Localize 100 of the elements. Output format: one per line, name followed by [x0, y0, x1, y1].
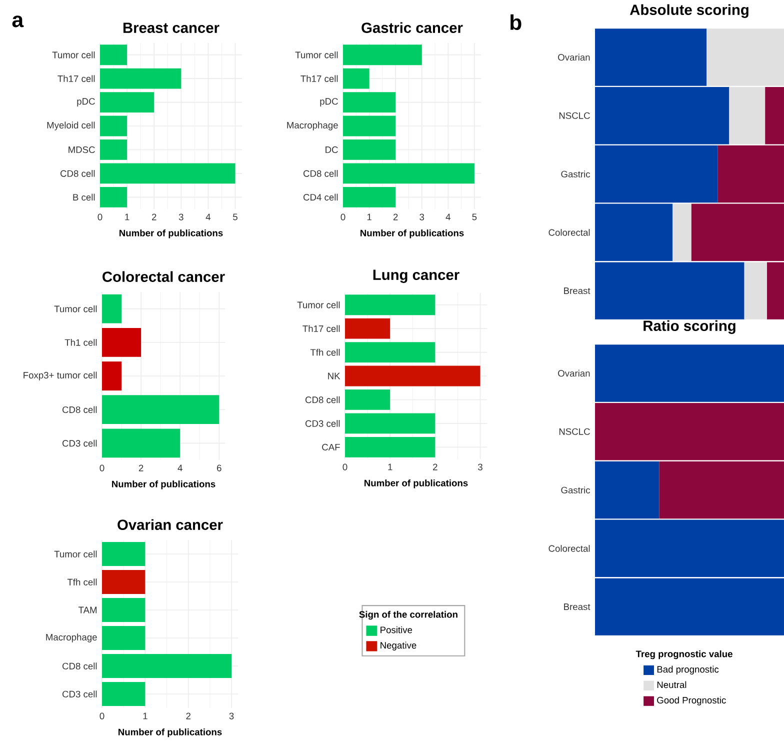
y-tick-label: Tumor cell [54, 305, 97, 312]
x-tick-label: 4 [446, 214, 450, 220]
y-tick-label: Foxp3+ tumor cell [24, 372, 97, 380]
chart-title: Colorectal cancer [102, 271, 225, 282]
y-tick-label: Th17 cell [58, 75, 95, 82]
y-tick-label: Breast [564, 288, 590, 294]
bar [345, 390, 390, 410]
y-tick-label: CD8 cell [62, 662, 97, 670]
y-tick-label: pDC [320, 98, 338, 107]
bar [100, 116, 128, 136]
x-tick-label: 6 [217, 464, 222, 472]
y-tick-label: Macrophage [46, 634, 97, 642]
bar [672, 204, 692, 262]
bar [343, 140, 396, 160]
y-tick-label: Ovarian [558, 54, 590, 61]
y-tick-label: CD8 cell [304, 170, 338, 177]
y-tick-label: Macrophage [287, 122, 338, 130]
bar [345, 413, 436, 434]
bar [343, 163, 474, 184]
x-tick-label: 1 [125, 214, 130, 220]
x-tick-label: 3 [178, 214, 184, 220]
text: b [510, 14, 522, 30]
x-tick-label: 3 [420, 214, 424, 220]
x-tick-label: 0 [98, 214, 102, 220]
x-tick-label: 2 [393, 214, 398, 220]
bar [343, 116, 396, 136]
legend-title: Sign of the correlation [359, 610, 458, 620]
y-tick-label: pDC [77, 98, 95, 107]
x-tick-label: 3 [478, 464, 482, 470]
bar [343, 68, 370, 89]
legend-label: Bad prognostic [657, 666, 719, 675]
bar [102, 362, 122, 390]
chart-title: Absolute scoring [630, 4, 748, 18]
bar [744, 262, 767, 320]
bar [343, 186, 396, 208]
y-tick-label: CD3 cell [62, 440, 97, 447]
bar [345, 366, 480, 386]
bar [100, 92, 154, 112]
y-tick-label: Tumor cell [297, 301, 340, 308]
y-tick-label: CD8 cell [62, 406, 97, 414]
legend-label: Negative [380, 642, 416, 650]
y-tick-label: DC [326, 146, 338, 154]
y-tick-label: CD4 cell [304, 194, 338, 201]
y-tick-label: Th17 cell [300, 75, 338, 82]
y-tick-label: Gastric [561, 486, 590, 494]
x-axis-title: Number of publications [112, 480, 216, 490]
y-tick-label: Th17 cell [302, 325, 340, 332]
x-tick-label: 2 [138, 464, 144, 472]
y-tick-label: B cell [73, 194, 95, 201]
x-tick-label: 0 [100, 464, 104, 472]
chart-title: Lung cancer [373, 270, 460, 283]
x-tick-label: 3 [229, 712, 234, 720]
y-tick-label: TAM [78, 606, 97, 614]
y-tick-label: NSCLC [559, 428, 590, 435]
bar [102, 428, 180, 458]
chart-title: Ovarian cancer [118, 519, 223, 530]
y-tick-label: Th1 cell [64, 338, 97, 346]
y-tick-label: CD3 cell [62, 690, 97, 698]
bar [343, 44, 422, 66]
x-tick-label: 0 [340, 214, 346, 220]
legend-label: Positive [380, 626, 412, 634]
bar [100, 68, 182, 89]
bar [345, 294, 436, 316]
bar [345, 318, 390, 339]
x-tick-label: 2 [186, 712, 190, 720]
x-tick-label: 4 [206, 214, 211, 220]
legend-label: Neutral [657, 681, 686, 688]
bar [102, 395, 220, 424]
bar [102, 328, 142, 357]
x-axis-title: Number of publications [118, 728, 222, 738]
x-tick-label: 0 [342, 464, 348, 470]
bar [102, 294, 122, 324]
y-tick-label: Colorectal [548, 228, 590, 236]
x-tick-label: 0 [100, 712, 104, 720]
y-tick-label: CD8 cell [306, 396, 340, 404]
y-tick-label: NK [328, 372, 340, 380]
y-tick-label: Tfh cell [310, 348, 340, 356]
x-axis-title: Number of publications [120, 229, 223, 238]
bar [100, 163, 236, 184]
y-tick-label: MDSC [68, 146, 95, 154]
x-tick-label: 1 [143, 712, 148, 720]
y-tick-label: CAF [322, 444, 340, 450]
x-tick-label: 1 [367, 214, 372, 220]
chart-title: Breast cancer [123, 22, 220, 33]
bar [345, 436, 436, 458]
y-tick-label: Myeloid cell [47, 122, 95, 130]
y-tick-label: NSCLC [559, 112, 590, 119]
y-tick-label: Colorectal [548, 544, 590, 552]
y-tick-label: Gastric [561, 170, 590, 178]
y-tick-label: Tumor cell [54, 550, 97, 558]
bar [343, 92, 396, 112]
bar [100, 44, 128, 66]
text: a [12, 16, 24, 28]
y-tick-label: Tumor cell [52, 51, 95, 58]
x-axis-title: Number of publications [364, 479, 468, 488]
y-tick-label: Ovarian [558, 370, 590, 377]
y-tick-label: Tfh cell [67, 578, 97, 586]
bar [100, 186, 128, 208]
x-tick-label: 5 [233, 214, 238, 220]
y-tick-label: CD8 cell [60, 170, 95, 177]
